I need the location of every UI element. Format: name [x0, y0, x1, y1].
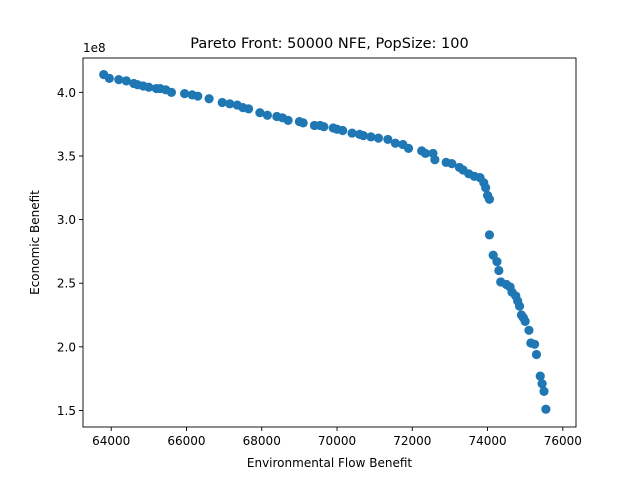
plot-area-frame — [82, 57, 577, 428]
data-point — [484, 194, 495, 204]
data-point — [114, 75, 124, 85]
x-tick-label: 66000 — [167, 434, 205, 448]
x-axis-label: Environmental Flow Benefit — [247, 456, 412, 470]
data-point — [420, 148, 431, 159]
data-point — [531, 349, 542, 360]
data-point — [366, 132, 376, 142]
x-tick-label: 74000 — [468, 434, 506, 448]
data-point — [225, 99, 235, 109]
data-point — [481, 183, 491, 193]
data-point — [283, 115, 293, 125]
data-point — [347, 128, 357, 138]
data-point — [298, 118, 308, 128]
data-point — [403, 143, 414, 153]
x-tick-label: 68000 — [243, 434, 281, 448]
y-tick-label: 1.5 — [57, 404, 76, 418]
y-tick-label: 3.0 — [57, 213, 76, 227]
x-tick-label: 70000 — [318, 434, 356, 448]
data-point — [537, 379, 547, 389]
data-point — [383, 134, 393, 145]
data-point — [373, 133, 384, 143]
data-point — [166, 87, 177, 97]
x-tick-label: 64000 — [92, 434, 130, 448]
data-point — [520, 316, 530, 326]
data-point — [121, 76, 131, 86]
x-tick-label: 72000 — [393, 434, 431, 448]
data-point — [319, 122, 329, 132]
data-point — [255, 108, 265, 118]
data-point — [358, 131, 368, 141]
data-point — [180, 89, 190, 99]
data-point — [144, 82, 154, 92]
y-axis-offset-label: 1e8 — [83, 41, 106, 55]
data-point — [104, 73, 114, 83]
x-axis-ticks: 64000 66000 68000 70000 72000 74000 76000 — [92, 427, 582, 448]
data-point — [243, 104, 254, 114]
x-tick-label: 76000 — [544, 434, 582, 448]
y-tick-label: 2.0 — [57, 340, 76, 354]
data-point — [492, 256, 502, 267]
data-point — [524, 325, 534, 335]
y-tick-label: 2.5 — [57, 277, 76, 291]
data-point — [262, 110, 272, 120]
data-point — [217, 97, 227, 108]
data-point — [535, 371, 545, 381]
y-tick-label: 4.0 — [57, 86, 76, 100]
y-axis-ticks: 1.5 2.0 2.5 3.0 3.5 4.0 — [57, 86, 83, 418]
data-point — [390, 138, 400, 148]
data-point — [514, 301, 525, 311]
data-point — [204, 94, 214, 104]
data-point — [484, 230, 495, 240]
data-point — [530, 339, 540, 349]
data-point — [539, 386, 549, 396]
data-points — [99, 69, 551, 414]
y-axis-label: Economic Benefit — [28, 190, 42, 295]
data-point — [430, 155, 440, 165]
data-point — [193, 91, 203, 101]
data-point — [494, 265, 504, 276]
data-point — [541, 404, 551, 414]
data-point — [447, 159, 457, 169]
y-tick-label: 3.5 — [57, 149, 76, 163]
chart-title: Pareto Front: 50000 NFE, PopSize: 100 — [190, 36, 468, 52]
data-point — [338, 125, 348, 136]
